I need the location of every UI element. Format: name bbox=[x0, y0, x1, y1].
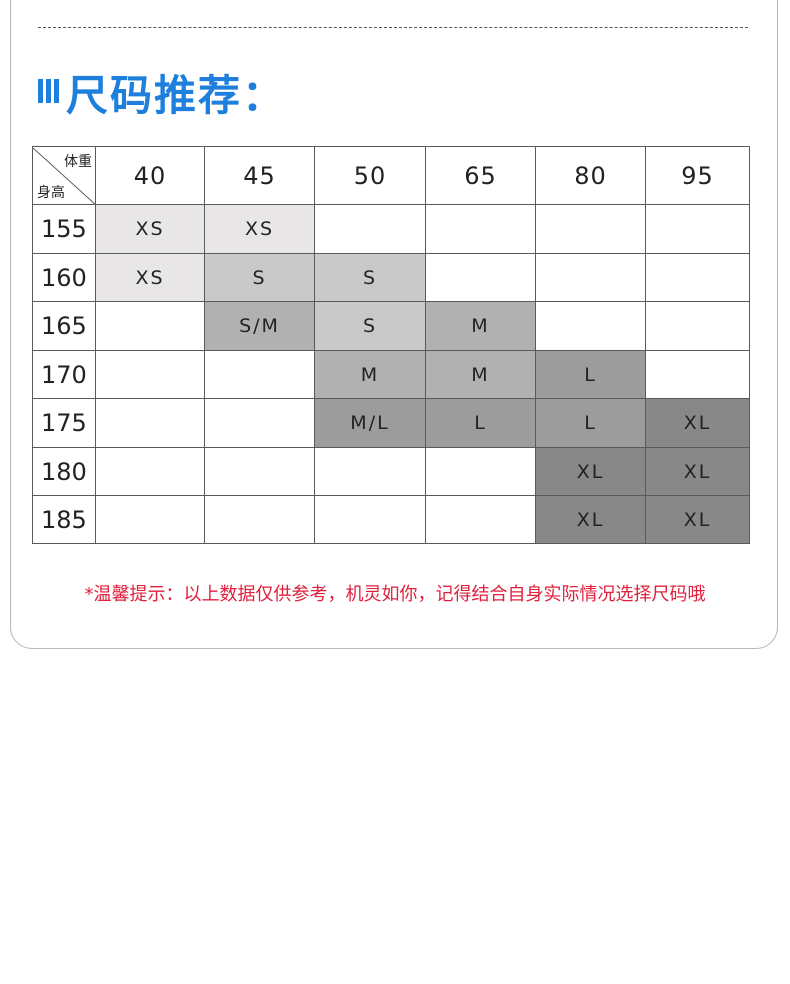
header-row: 体重 身高 40 45 50 65 80 95 bbox=[32, 146, 750, 205]
size-cell: XL bbox=[535, 447, 646, 496]
size-cell: L bbox=[425, 398, 536, 448]
corner-weight-label: 体重 bbox=[64, 153, 92, 170]
height-header: 165 bbox=[32, 301, 96, 351]
size-cell: L bbox=[535, 350, 646, 399]
section-title: 尺码推荐： bbox=[66, 71, 287, 120]
card bbox=[10, 0, 778, 649]
height-header: 160 bbox=[32, 253, 96, 302]
size-cell: XL bbox=[645, 495, 750, 544]
size-cell: S bbox=[314, 253, 426, 302]
size-cell bbox=[95, 301, 205, 351]
size-cell bbox=[95, 447, 205, 496]
size-cell: S bbox=[204, 253, 315, 302]
size-cell: XL bbox=[645, 447, 750, 496]
size-cell: M bbox=[425, 350, 536, 399]
size-cell bbox=[425, 204, 536, 254]
size-cell bbox=[425, 495, 536, 544]
size-cell: M/L bbox=[314, 398, 426, 448]
size-row: 180 XL XL bbox=[32, 447, 750, 496]
size-cell bbox=[645, 253, 750, 302]
size-cell bbox=[535, 253, 646, 302]
size-cell: XS bbox=[204, 204, 315, 254]
size-cell bbox=[535, 204, 646, 254]
size-cell: XS bbox=[95, 204, 205, 254]
size-row: 185 XL XL bbox=[32, 495, 750, 544]
size-row: 155 XS XS bbox=[32, 204, 750, 254]
corner: 体重身高 bbox=[33, 147, 96, 205]
size-cell bbox=[645, 301, 750, 351]
size-row: 170 M M L bbox=[32, 350, 750, 399]
size-row: 175 M/L L L XL bbox=[32, 398, 750, 448]
weight-header: 40 bbox=[95, 146, 205, 205]
size-row: 160 XS S S bbox=[32, 253, 750, 302]
height-header: 175 bbox=[32, 398, 96, 448]
size-cell bbox=[314, 495, 426, 544]
weight-header: 95 bbox=[645, 146, 750, 205]
size-row: 165 S/M S M bbox=[32, 301, 750, 351]
size-cell bbox=[645, 204, 750, 254]
size-cell bbox=[425, 253, 536, 302]
size-cell: M bbox=[425, 301, 536, 351]
weight-header: 45 bbox=[204, 146, 315, 205]
size-cell: M bbox=[314, 350, 426, 399]
weight-header: 65 bbox=[425, 146, 536, 205]
size-cell bbox=[204, 495, 315, 544]
weight-header: 80 bbox=[535, 146, 646, 205]
size-cell bbox=[425, 447, 536, 496]
size-table: 体重 身高 40 45 50 65 80 95 155 XS XS 160 XS S S 165 S/M S M 17… bbox=[32, 146, 750, 544]
height-header: 185 bbox=[32, 495, 96, 544]
corner-diagonal bbox=[33, 147, 96, 205]
tip-note: *温馨提示：以上数据仅供参考，机灵如你，记得结合自身实际情况选择尺码哦 bbox=[84, 584, 706, 605]
size-cell bbox=[204, 350, 315, 399]
corner-height-label: 身高 bbox=[37, 184, 65, 201]
size-cell bbox=[645, 350, 750, 399]
size-cell bbox=[95, 398, 205, 448]
size-cell: XL bbox=[535, 495, 646, 544]
size-cell bbox=[95, 495, 205, 544]
title-icon bbox=[38, 79, 60, 103]
corner-cell: 体重身高 bbox=[32, 146, 96, 205]
weight-header: 50 bbox=[314, 146, 426, 205]
height-header: 180 bbox=[32, 447, 96, 496]
size-cell bbox=[314, 204, 426, 254]
size-cell bbox=[204, 398, 315, 448]
size-cell bbox=[314, 447, 426, 496]
size-cell bbox=[95, 350, 205, 399]
size-cell: XS bbox=[95, 253, 205, 302]
height-header: 170 bbox=[32, 350, 96, 399]
size-cell bbox=[204, 447, 315, 496]
size-cell: L bbox=[535, 398, 646, 448]
size-cell: XL bbox=[645, 398, 750, 448]
divider bbox=[38, 27, 748, 28]
height-header: 155 bbox=[32, 204, 96, 254]
size-cell: S bbox=[314, 301, 426, 351]
size-cell bbox=[535, 301, 646, 351]
size-cell: S/M bbox=[204, 301, 315, 351]
